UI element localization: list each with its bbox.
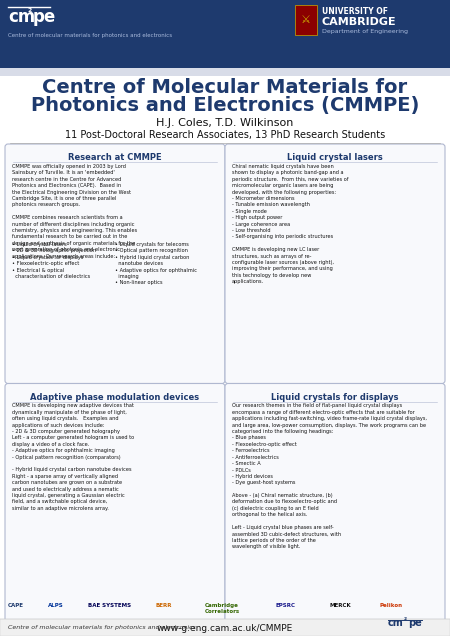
Text: CAMBRIDGE: CAMBRIDGE: [322, 17, 396, 27]
Text: EPSRC: EPSRC: [275, 603, 295, 608]
Text: CMMPE is developing new adaptive devices that
dynamically manipulate of the phas: CMMPE is developing new adaptive devices…: [12, 403, 134, 511]
Text: Research at CMMPE: Research at CMMPE: [68, 153, 162, 162]
FancyBboxPatch shape: [225, 384, 445, 623]
Text: pe: pe: [408, 618, 422, 628]
Text: Adaptive phase modulation devices: Adaptive phase modulation devices: [31, 392, 199, 401]
Text: • Liquid crystal lasers
• 2D & 3D holographic projection
• Liquid crystals for d: • Liquid crystal lasers • 2D & 3D hologr…: [12, 242, 96, 279]
Text: BERR: BERR: [155, 603, 171, 608]
Text: ²: ²: [28, 8, 32, 18]
Text: Chiral nematic liquid crystals have been
shown to display a photonic band-gap an: Chiral nematic liquid crystals have been…: [232, 164, 348, 284]
Text: CAPE: CAPE: [8, 603, 24, 608]
Text: ALPS: ALPS: [48, 603, 64, 608]
FancyBboxPatch shape: [295, 5, 317, 35]
Text: Centre of Molecular Materials for: Centre of Molecular Materials for: [42, 78, 408, 97]
FancyBboxPatch shape: [0, 600, 450, 620]
FancyBboxPatch shape: [0, 619, 450, 636]
Text: Liquid crystals for displays: Liquid crystals for displays: [271, 392, 399, 401]
Text: Department of Engineering: Department of Engineering: [322, 29, 408, 34]
Text: Liquid crystal lasers: Liquid crystal lasers: [287, 153, 383, 162]
Text: Our research themes in the field of flat-panel liquid crystal displays
encompass: Our research themes in the field of flat…: [232, 403, 427, 550]
Text: Photonics and Electronics (CMMPE): Photonics and Electronics (CMMPE): [31, 96, 419, 115]
Text: cm: cm: [388, 618, 404, 628]
Text: pe: pe: [33, 8, 56, 26]
Text: BAE SYSTEMS: BAE SYSTEMS: [88, 603, 131, 608]
Text: Pelikon: Pelikon: [380, 603, 403, 608]
Text: • Liquid crystals for telecoms
• Optical pattern recognition
• Hybrid liquid cry: • Liquid crystals for telecoms • Optical…: [115, 242, 197, 286]
Text: Centre of molecular materials for photonics and electronics: Centre of molecular materials for photon…: [8, 33, 172, 38]
Text: CMMPE was officially opened in 2003 by Lord
Sainsbury of Turville. It is an 'emb: CMMPE was officially opened in 2003 by L…: [12, 164, 137, 259]
Text: H.J. Coles, T.D. Wilkinson: H.J. Coles, T.D. Wilkinson: [156, 118, 294, 128]
FancyBboxPatch shape: [5, 384, 225, 623]
Text: www-g.eng.cam.ac.uk/CMMPE: www-g.eng.cam.ac.uk/CMMPE: [157, 624, 293, 633]
FancyBboxPatch shape: [225, 144, 445, 384]
Text: Cambridge
Correlators: Cambridge Correlators: [205, 603, 240, 614]
FancyBboxPatch shape: [5, 144, 225, 384]
Text: ²: ²: [404, 618, 407, 624]
Text: ⚔: ⚔: [301, 15, 311, 25]
FancyBboxPatch shape: [0, 0, 450, 68]
Text: UNIVERSITY OF: UNIVERSITY OF: [322, 7, 388, 16]
Text: cm: cm: [8, 8, 35, 26]
Text: Centre of molecular materials for photonics and electronics: Centre of molecular materials for photon…: [8, 625, 196, 630]
Text: MERCK: MERCK: [330, 603, 352, 608]
FancyBboxPatch shape: [0, 68, 450, 76]
Text: 11 Post-Doctoral Research Associates, 13 PhD Research Students: 11 Post-Doctoral Research Associates, 13…: [65, 130, 385, 140]
